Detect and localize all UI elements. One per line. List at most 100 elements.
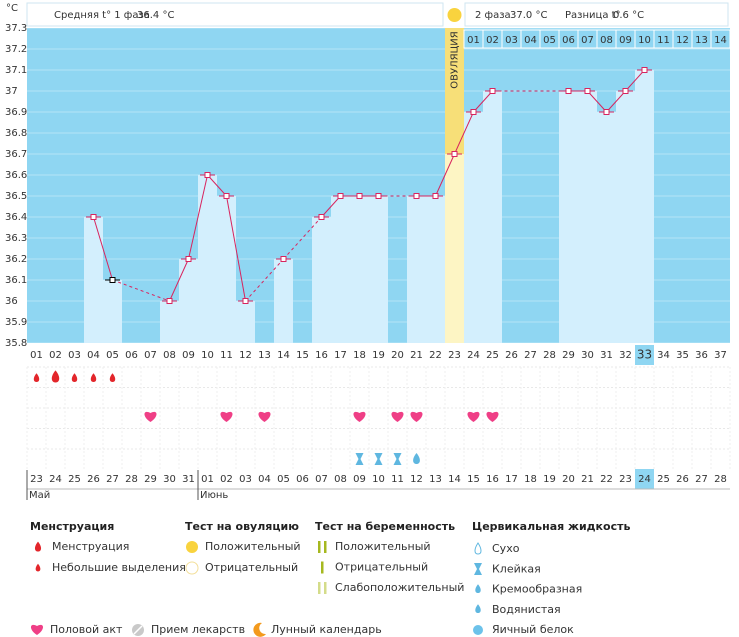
point (584, 88, 591, 94)
date-label: 11 (391, 474, 404, 485)
header-label: Разница t° (565, 10, 621, 21)
temp-line (473, 90, 493, 113)
current-day-bg (635, 345, 654, 365)
legend-item: Положительный (335, 540, 431, 553)
date-label: 01 (201, 474, 214, 485)
phase2-day: 11 (657, 35, 670, 46)
x-tick-label: 23 (448, 350, 461, 361)
header-value: 37.0 °C (510, 10, 547, 21)
heart (486, 411, 499, 422)
drop (71, 373, 78, 382)
x-tick-label: 08 (163, 350, 176, 361)
x-tick-label: 29 (562, 350, 575, 361)
sticky (355, 453, 364, 465)
heart (258, 411, 271, 422)
date-label: 13 (429, 474, 442, 485)
date-label: 25 (68, 474, 81, 485)
date-label: 17 (505, 474, 518, 485)
bar (407, 196, 426, 343)
x-tick-label: 34 (657, 350, 670, 361)
phase2-day: 09 (619, 35, 632, 46)
legend-icon (133, 625, 143, 635)
date-label: 20 (562, 474, 575, 485)
ovulation-band-low (445, 154, 464, 343)
drop (34, 541, 42, 552)
x-tick-label: 11 (220, 350, 233, 361)
temp-line (454, 111, 474, 155)
phase2-day: 13 (695, 35, 708, 46)
legend-item: Яичный белок (492, 623, 574, 636)
temp-line (587, 90, 607, 113)
drop (51, 370, 60, 383)
legend-item: Положительный (205, 540, 301, 553)
sticky (374, 453, 383, 465)
temp-line (207, 174, 227, 197)
drop (475, 584, 481, 593)
date-label: 09 (353, 474, 366, 485)
sticky (474, 563, 482, 575)
phase2-day: 02 (486, 35, 499, 46)
date-label: 26 (87, 474, 100, 485)
x-tick-label: 13 (258, 350, 271, 361)
legend-item: Небольшие выделения (52, 561, 186, 574)
legend-item: Сухо (492, 542, 520, 555)
legend-icon (324, 541, 327, 553)
bar (426, 196, 445, 343)
legend-item: Менструация (52, 540, 129, 553)
x-tick-label: 15 (296, 350, 309, 361)
month-label: Июнь (200, 490, 228, 501)
date-label: 23 (30, 474, 43, 485)
heart (467, 411, 480, 422)
temp-line (435, 153, 455, 197)
point (565, 88, 572, 94)
legend-icon (253, 622, 266, 637)
x-tick-label: 32 (619, 350, 632, 361)
legend-item: Слабоположительный (335, 581, 464, 594)
header-value: 0.6 °C (613, 10, 644, 21)
header-label: 2 фаза (475, 10, 511, 21)
heart (410, 411, 423, 422)
date-label: 15 (467, 474, 480, 485)
temp-line (606, 90, 626, 113)
legend-item: Отрицательный (335, 561, 428, 574)
temp-line (188, 174, 208, 260)
date-label: 30 (163, 474, 176, 485)
phase2-day: 07 (581, 35, 594, 46)
drop (413, 453, 420, 464)
x-tick-label: 35 (676, 350, 689, 361)
point (641, 67, 648, 73)
date-label: 21 (581, 474, 594, 485)
date-label: 10 (372, 474, 385, 485)
date-label: 03 (239, 474, 252, 485)
y-tick-label: 37.2 (5, 44, 27, 55)
y-tick-label: 37.3 (5, 23, 27, 34)
point (166, 298, 173, 304)
point (356, 193, 363, 199)
phase2-cell (710, 29, 731, 49)
legend-item: Половой акт (50, 623, 123, 636)
heart (353, 411, 366, 422)
legend-title: Тест на овуляцию (185, 520, 299, 533)
legend-icon (186, 541, 198, 553)
bar (274, 259, 293, 343)
date-label: 04 (258, 474, 271, 485)
drop (33, 373, 40, 382)
sticky (393, 453, 402, 465)
ovulation-sun (447, 8, 462, 22)
month-label: Май (29, 490, 50, 501)
date-label: 12 (410, 474, 423, 485)
legend-icon (318, 582, 321, 594)
x-tick-label: 30 (581, 350, 594, 361)
x-tick-label: 14 (277, 350, 290, 361)
legend-title: Тест на беременность (315, 520, 455, 533)
phase2-day: 01 (467, 35, 480, 46)
temp-line (321, 195, 341, 218)
bar (616, 91, 635, 343)
date-label: 05 (277, 474, 290, 485)
point (185, 256, 192, 262)
x-tick-label: 37 (714, 350, 727, 361)
date-label: 07 (315, 474, 328, 485)
date-label: 24 (49, 474, 62, 485)
date-label: 02 (220, 474, 233, 485)
